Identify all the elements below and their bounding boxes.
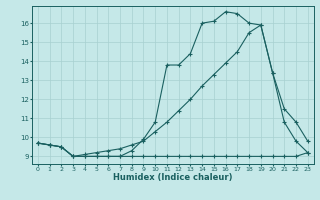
X-axis label: Humidex (Indice chaleur): Humidex (Indice chaleur) bbox=[113, 173, 233, 182]
